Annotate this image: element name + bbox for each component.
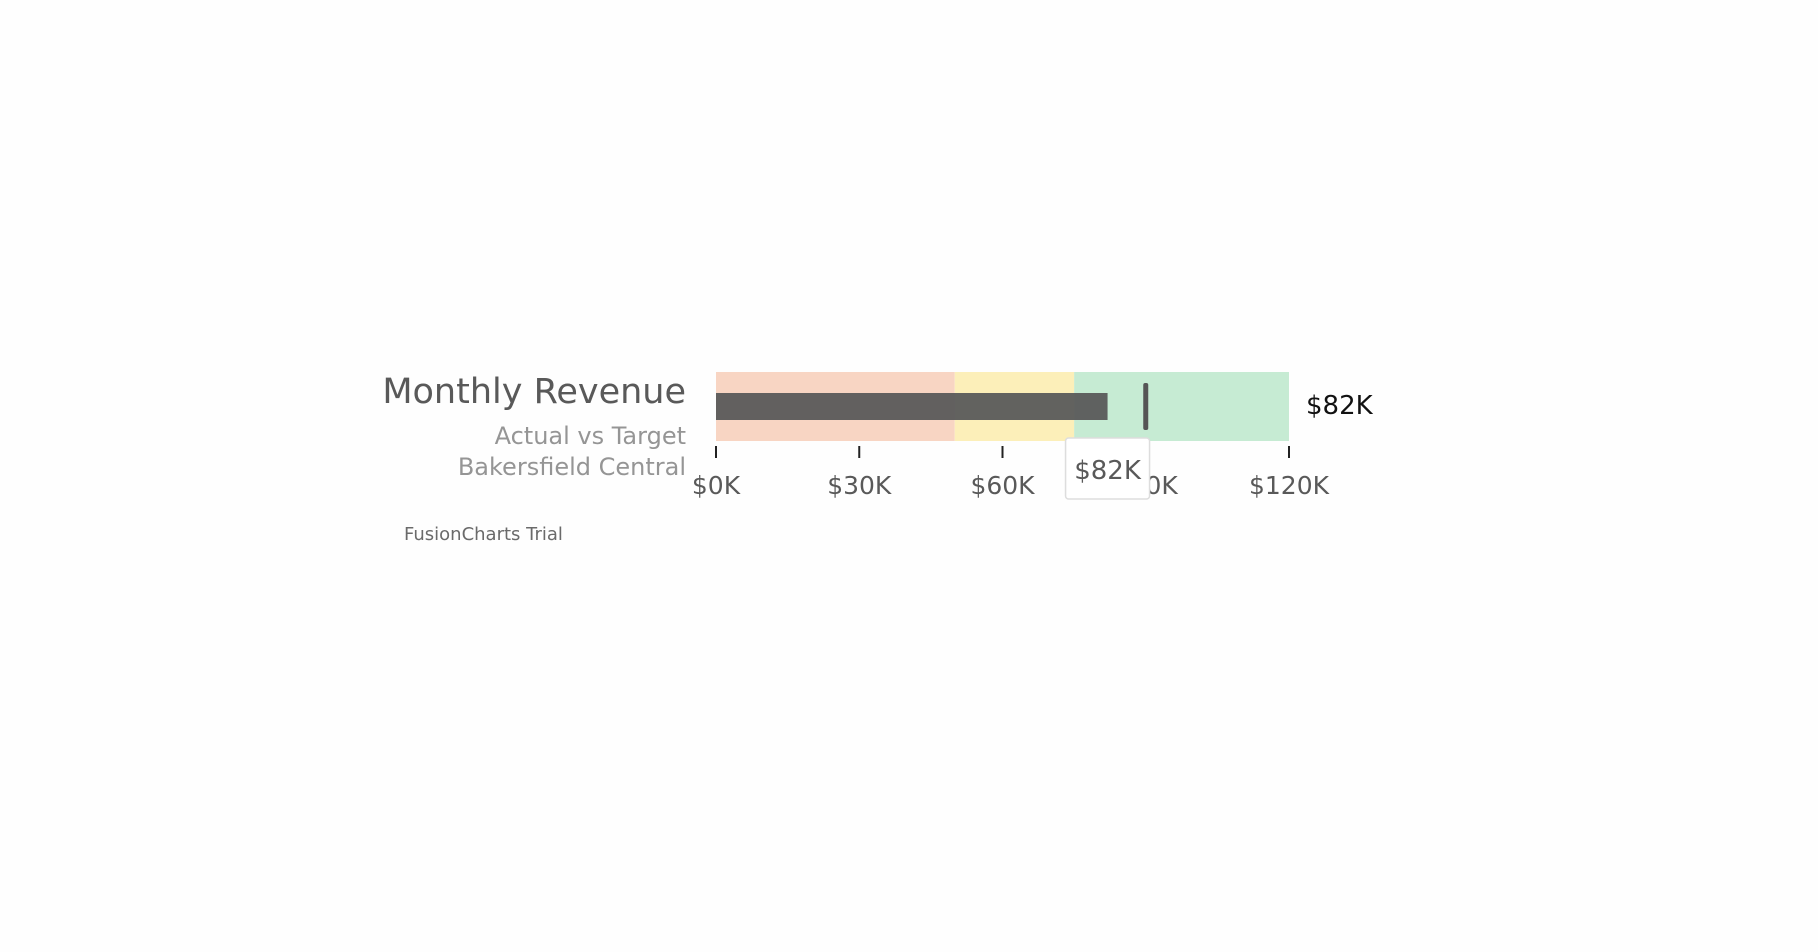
value-bar (716, 393, 1108, 420)
chart-subtitle-line-2: Bakersfield Central (458, 453, 686, 481)
color-range-3 (1074, 372, 1289, 441)
tooltip: $82K (1064, 437, 1151, 500)
target-marker (1143, 383, 1149, 430)
tick-label-2: $30K (827, 471, 892, 500)
tick-label-3: $60K (970, 471, 1035, 500)
watermark: FusionCharts Trial (404, 524, 563, 545)
tooltip-text: $82K (1074, 456, 1142, 486)
value-label: $82K (1306, 391, 1374, 421)
chart-title: Monthly Revenue (382, 372, 686, 412)
plot-layer (716, 383, 1149, 430)
chart-subtitle-line-1: Actual vs Target (495, 422, 686, 450)
x-axis: $0K$30K$60K$90K$120K (692, 446, 1330, 500)
tick-label-5: $120K (1249, 471, 1330, 500)
tick-label-1: $0K (692, 471, 741, 500)
tooltip-box (1064, 437, 1151, 500)
